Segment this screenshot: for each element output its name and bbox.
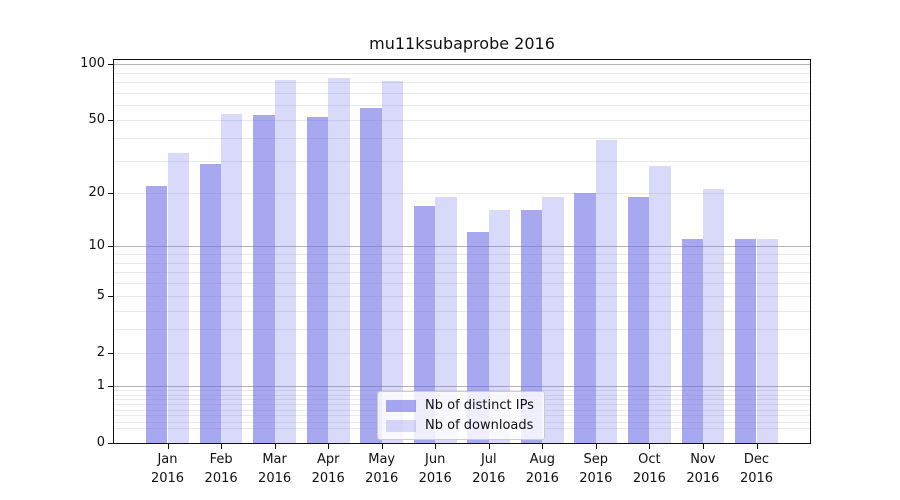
bar-nb-of-distinct-ips-sep-2016 bbox=[574, 193, 596, 443]
bar-nb-of-distinct-ips-jul-2016 bbox=[467, 232, 489, 443]
legend-item-distinct-ips: Nb of distinct IPs bbox=[386, 398, 534, 413]
y-axis-tick bbox=[108, 352, 113, 354]
x-axis-tick-label-jan-2016: Jan 2016 bbox=[150, 452, 185, 486]
bar-nb-of-distinct-ips-apr-2016 bbox=[306, 116, 329, 443]
bar-nb-of-distinct-ips-nov-2016 bbox=[681, 238, 703, 443]
legend: Nb of distinct IPs Nb of downloads bbox=[377, 391, 545, 440]
x-axis-tick-label-dec-2016: Dec 2016 bbox=[739, 452, 774, 486]
y-axis-tick-label: 100 bbox=[80, 56, 105, 71]
bar-nb-of-downloads-mar-2016 bbox=[274, 80, 296, 443]
bar-nb-of-distinct-ips-aug-2016 bbox=[520, 210, 543, 443]
bar-nb-of-downloads-sep-2016 bbox=[595, 140, 618, 443]
x-axis-tick-label-aug-2016: Aug 2016 bbox=[525, 452, 559, 486]
y-axis-tick bbox=[108, 443, 113, 444]
gridline-minor bbox=[114, 295, 810, 297]
y-axis-tick-label: 50 bbox=[88, 112, 105, 128]
x-axis-tick-label-feb-2016: Feb 2016 bbox=[204, 452, 238, 486]
gridline-minor bbox=[114, 310, 810, 312]
y-axis-tick bbox=[108, 193, 113, 194]
gridline-minor bbox=[114, 283, 810, 285]
bar-nb-of-distinct-ips-oct-2016 bbox=[628, 197, 650, 443]
gridline-minor bbox=[114, 72, 810, 74]
legend-item-downloads: Nb of downloads bbox=[386, 418, 534, 433]
legend-label-downloads: Nb of downloads bbox=[425, 418, 534, 433]
x-axis-tick bbox=[274, 444, 276, 449]
x-axis-tick bbox=[702, 444, 704, 449]
gridline-minor bbox=[114, 92, 810, 94]
y-axis-tick-label: 0 bbox=[96, 435, 105, 450]
bar-nb-of-distinct-ips-jan-2016 bbox=[146, 185, 168, 443]
plot-area bbox=[113, 59, 811, 444]
bar-nb-of-distinct-ips-jun-2016 bbox=[413, 205, 436, 443]
x-axis-tick bbox=[381, 444, 383, 449]
gridline-minor bbox=[114, 390, 810, 392]
gridline-minor bbox=[114, 253, 810, 255]
y-axis-tick-label: 20 bbox=[88, 185, 105, 200]
chart-title: mu11ksubaprobe 2016 bbox=[369, 34, 555, 53]
x-axis-tick bbox=[435, 444, 437, 449]
x-axis-tick bbox=[595, 444, 597, 449]
y-axis-tick bbox=[108, 120, 113, 122]
x-axis-tick-label-oct-2016: Oct 2016 bbox=[632, 452, 666, 486]
y-axis-tick-label: 10 bbox=[88, 238, 105, 254]
bar-nb-of-downloads-apr-2016 bbox=[328, 78, 350, 443]
x-axis-tick-label-apr-2016: Apr 2016 bbox=[311, 452, 345, 486]
gridline-major bbox=[114, 386, 810, 388]
gridline-minor bbox=[114, 272, 810, 274]
x-axis-tick bbox=[542, 444, 544, 449]
legend-swatch-distinct-ips bbox=[386, 399, 416, 412]
bar-nb-of-distinct-ips-may-2016 bbox=[360, 108, 382, 443]
bar-nb-of-distinct-ips-feb-2016 bbox=[199, 163, 222, 443]
gridline-minor bbox=[114, 193, 810, 194]
x-axis-tick bbox=[328, 444, 330, 449]
x-axis-tick-label-jun-2016: Jun 2016 bbox=[418, 452, 452, 486]
y-axis-tick bbox=[108, 246, 113, 248]
x-axis-tick bbox=[756, 444, 758, 449]
gridline-minor bbox=[114, 161, 810, 162]
y-axis-tick-label: 2 bbox=[96, 344, 105, 360]
bar-nb-of-downloads-feb-2016 bbox=[221, 113, 243, 443]
gridline-minor bbox=[114, 105, 810, 107]
gridline-minor bbox=[114, 138, 810, 139]
x-axis-tick bbox=[221, 444, 223, 449]
bar-nb-of-downloads-dec-2016 bbox=[756, 238, 778, 443]
bar-nb-of-downloads-jul-2016 bbox=[488, 210, 511, 443]
bar-nb-of-downloads-jan-2016 bbox=[167, 153, 189, 443]
bar-nb-of-distinct-ips-dec-2016 bbox=[735, 238, 757, 443]
x-axis-tick bbox=[167, 444, 169, 449]
x-axis-tick-label-may-2016: May 2016 bbox=[365, 452, 399, 486]
y-axis-tick-label: 1 bbox=[96, 378, 105, 394]
gridline-major bbox=[114, 64, 810, 65]
bar-nb-of-downloads-nov-2016 bbox=[702, 189, 725, 443]
bar-nb-of-downloads-jun-2016 bbox=[435, 197, 457, 443]
x-axis-tick-label-sep-2016: Sep 2016 bbox=[579, 452, 613, 486]
legend-label-distinct-ips: Nb of distinct IPs bbox=[425, 398, 534, 413]
y-axis-tick-label: 5 bbox=[96, 287, 105, 303]
y-axis-tick bbox=[108, 64, 113, 65]
gridline-minor bbox=[114, 262, 810, 264]
gridline-minor bbox=[114, 82, 810, 84]
y-axis-tick bbox=[108, 386, 113, 388]
bar-nb-of-downloads-may-2016 bbox=[381, 81, 404, 443]
y-axis-tick bbox=[108, 295, 113, 297]
bar-nb-of-downloads-oct-2016 bbox=[649, 166, 671, 443]
gridline-minor bbox=[114, 329, 810, 331]
gridline-minor bbox=[114, 120, 810, 122]
legend-swatch-downloads bbox=[386, 419, 416, 432]
gridline-major bbox=[114, 246, 810, 248]
x-axis-tick bbox=[649, 444, 651, 449]
x-axis-tick-label-nov-2016: Nov 2016 bbox=[686, 452, 720, 486]
bar-nb-of-distinct-ips-mar-2016 bbox=[253, 115, 275, 443]
x-axis-tick bbox=[488, 444, 490, 449]
gridline-minor bbox=[114, 352, 810, 354]
x-axis-tick-label-jul-2016: Jul 2016 bbox=[472, 452, 506, 486]
bar-nb-of-downloads-aug-2016 bbox=[542, 197, 564, 443]
x-axis-tick-label-mar-2016: Mar 2016 bbox=[258, 452, 292, 486]
